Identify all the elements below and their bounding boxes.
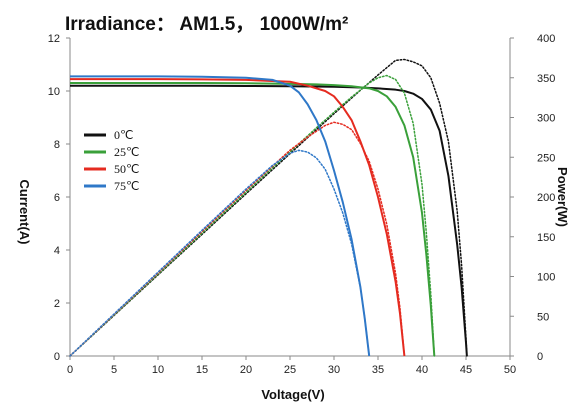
series-layer (69, 58, 468, 357)
legend-label: 50℃ (114, 162, 139, 176)
y-right-tick-label: 200 (537, 192, 555, 204)
x-tick-label: 40 (416, 364, 428, 376)
y-right-tick-label: 350 (537, 73, 555, 85)
current-curve-75c (70, 75, 371, 357)
x-ticks: 0 5 10 15 20 25 30 35 40 45 50 (67, 356, 516, 376)
x-tick-label: 35 (372, 364, 384, 376)
y-left-tick-label: 10 (48, 86, 60, 98)
current-curve-50c (70, 78, 406, 357)
y-right-tick-label: 100 (537, 272, 555, 284)
x-tick-label: 50 (504, 364, 516, 376)
x-tick-label: 25 (284, 364, 296, 376)
legend-label: 0℃ (114, 128, 133, 142)
y-right-axis-title: Power(W) (555, 167, 570, 227)
y-right-tick-label: 50 (537, 311, 549, 323)
y-left-tick-label: 2 (54, 298, 60, 310)
y-right-tick-label: 150 (537, 232, 555, 244)
x-tick-label: 45 (460, 364, 472, 376)
x-axis-title: Voltage(V) (261, 387, 324, 402)
y-left-tick-label: 8 (54, 139, 60, 151)
chart-title: Irradiance： AM1.5， 1000W/m² (65, 14, 348, 35)
power-curve-25c (69, 74, 436, 357)
y-right-tick-label: 0 (537, 351, 543, 363)
y-right-tick-label: 250 (537, 152, 555, 164)
x-tick-label: 30 (328, 364, 340, 376)
legend: 0℃ 25℃ 50℃ 75℃ (84, 128, 139, 193)
x-tick-label: 5 (111, 364, 117, 376)
y-left-axis-title: Current(A) (17, 180, 32, 245)
y-right-tick-label: 300 (537, 113, 555, 125)
x-tick-label: 0 (67, 364, 73, 376)
power-curve-50c (69, 121, 406, 357)
y-left-tick-label: 12 (48, 33, 60, 45)
legend-label: 75℃ (114, 179, 139, 193)
legend-label: 25℃ (114, 145, 139, 159)
power-curve-0c (69, 58, 468, 357)
x-tick-label: 20 (240, 364, 252, 376)
y-left-ticks: 0 2 4 6 8 10 12 (48, 33, 70, 363)
x-tick-label: 10 (152, 364, 164, 376)
current-curve-0c (70, 84, 468, 357)
current-curve-25c (70, 82, 436, 357)
x-tick-label: 15 (196, 364, 208, 376)
y-right-ticks: 0 50 100 150 200 250 300 350 400 (510, 33, 555, 363)
y-left-tick-label: 6 (54, 192, 60, 204)
y-left-tick-label: 0 (54, 351, 60, 363)
y-left-tick-label: 4 (54, 245, 60, 257)
y-right-tick-label: 400 (537, 33, 555, 45)
